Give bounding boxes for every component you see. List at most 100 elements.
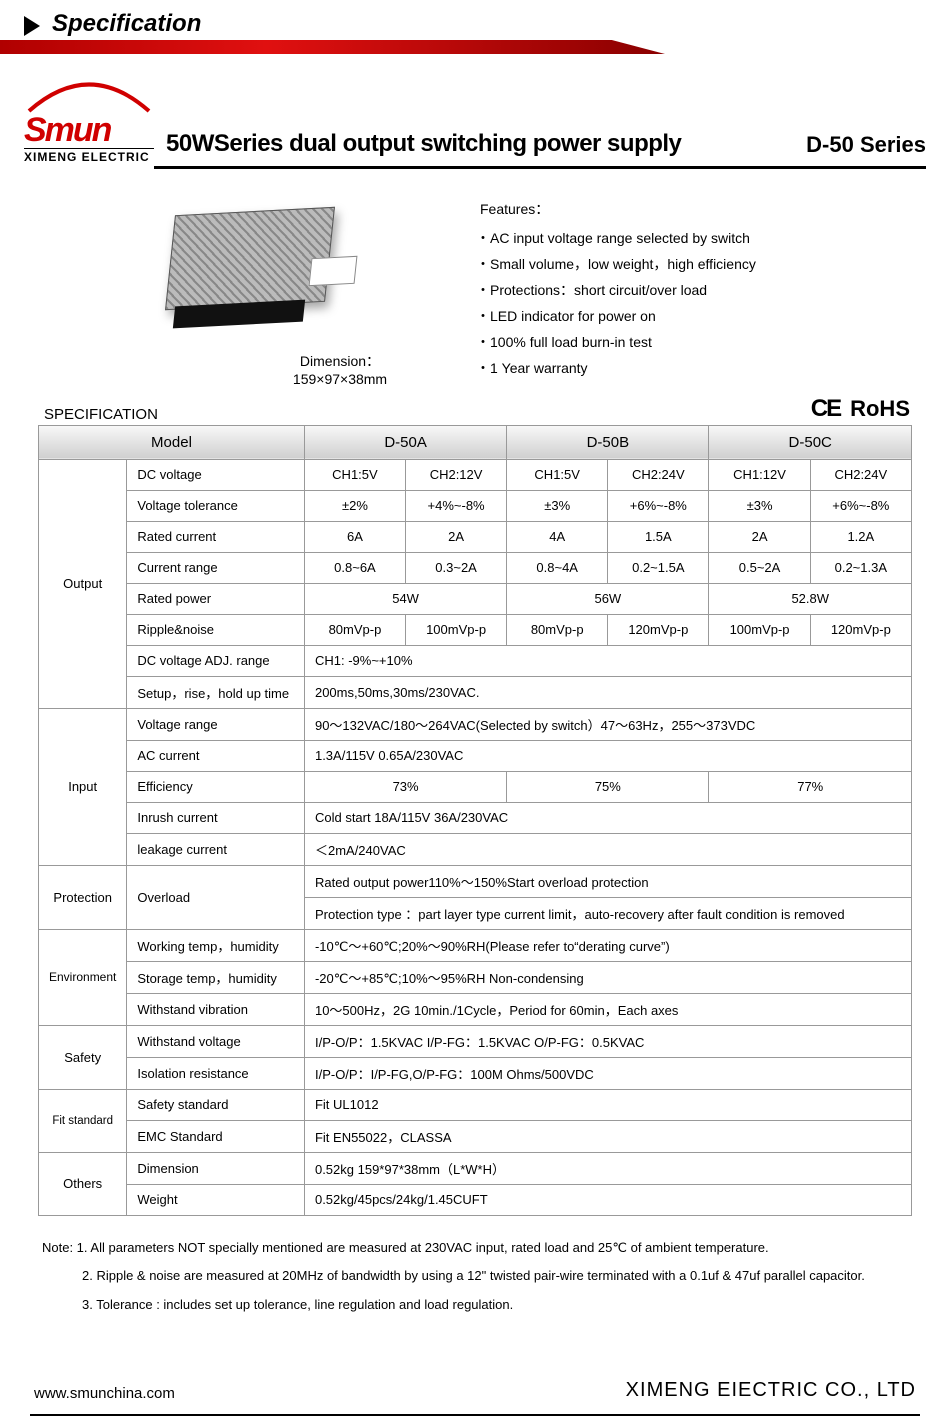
cat-safety: Safety: [39, 1025, 127, 1089]
val: -20℃～+85℃;10%～95%RH Non-condensing: [304, 961, 911, 993]
logo-sub: XIMENG ELECTRIC: [24, 148, 154, 164]
val: 0.8~6A: [304, 552, 405, 583]
val: 0.2~1.5A: [608, 552, 709, 583]
table-row: Safety Withstand voltage I/P-O/P：1.5KVAC…: [39, 1025, 912, 1057]
val: 0.2~1.3A: [810, 552, 911, 583]
rohs-mark-icon: RoHS: [850, 396, 910, 422]
spec-label-row: SPECIFICATION CE RoHS: [0, 395, 950, 425]
param: Storage temp，humidity: [127, 961, 305, 993]
table-row: Protection Overload Rated output power11…: [39, 865, 912, 897]
val: 0.52kg/45pcs/24kg/1.45CUFT: [304, 1184, 911, 1215]
val: 90～132VAC/180～264VAC(Selected by switch）…: [304, 708, 911, 740]
param: Working temp，humidity: [127, 929, 305, 961]
val: +6%~-8%: [608, 490, 709, 521]
val: +6%~-8%: [810, 490, 911, 521]
features-list: AC input voltage range selected by switc…: [480, 225, 910, 381]
val: 1.5A: [608, 521, 709, 552]
table-row: Isolation resistance I/P-O/P：I/P-FG,O/P-…: [39, 1057, 912, 1089]
table-row: Others Dimension 0.52kg 159*97*38mm（L*W*…: [39, 1152, 912, 1184]
val: CH1: -9%~+10%: [304, 645, 911, 676]
val: Fit UL1012: [304, 1089, 911, 1120]
param: DC voltage: [127, 459, 305, 490]
val: 4A: [507, 521, 608, 552]
note-2: 2. Ripple & noise are measured at 20MHz …: [42, 1262, 908, 1291]
th-b: D-50B: [507, 425, 709, 459]
val: ±3%: [709, 490, 810, 521]
feature-item: Protections：short circuit/over load: [480, 277, 910, 303]
param: Withstand voltage: [127, 1025, 305, 1057]
param: Ripple&noise: [127, 614, 305, 645]
page-title: 50WSeries dual output switching power su…: [166, 130, 794, 164]
feature-item: LED indicator for power on: [480, 303, 910, 329]
param: Setup，rise，hold up time: [127, 676, 305, 708]
th-c: D-50C: [709, 425, 912, 459]
val: ±3%: [507, 490, 608, 521]
logo: Smun XIMENG ELECTRIC: [24, 76, 154, 164]
table-row: Weight 0.52kg/45pcs/24kg/1.45CUFT: [39, 1184, 912, 1215]
psu-body-icon: [165, 206, 335, 309]
feature-item: 1 Year warranty: [480, 355, 910, 381]
val: 0.3~2A: [405, 552, 506, 583]
table-row: EMC Standard Fit EN55022，CLASSA: [39, 1120, 912, 1152]
mid-row: Dimension：159×97×38mm Features： AC input…: [0, 169, 950, 395]
val: 120mVp-p: [608, 614, 709, 645]
features: Features： AC input voltage range selecte…: [480, 199, 910, 381]
th-model: Model: [39, 425, 305, 459]
val: Protection type ：part layer type current…: [304, 897, 911, 929]
val: CH1:5V: [507, 459, 608, 490]
table-row: AC current 1.3A/115V 0.65A/230VAC: [39, 740, 912, 771]
param: Rated current: [127, 521, 305, 552]
features-title: Features：: [480, 199, 910, 219]
cat-protection: Protection: [39, 865, 127, 929]
val: 10～500Hz，2G 10min./1Cycle，Period for 60m…: [304, 993, 911, 1025]
val: 1.3A/115V 0.65A/230VAC: [304, 740, 911, 771]
product-column: Dimension：159×97×38mm: [140, 199, 420, 387]
param: Voltage tolerance: [127, 490, 305, 521]
header-label: Specification: [52, 10, 201, 38]
val: CH1:12V: [709, 459, 810, 490]
header-triangle-icon: [24, 16, 40, 36]
val: 1.2A: [810, 521, 911, 552]
val: 2A: [709, 521, 810, 552]
table-row: DC voltage ADJ. range CH1: -9%~+10%: [39, 645, 912, 676]
val: Cold start 18A/115V 36A/230VAC: [304, 802, 911, 833]
table-row: Voltage tolerance ±2% +4%~-8% ±3% +6%~-8…: [39, 490, 912, 521]
val: Rated output power110%～150%Start overloa…: [304, 865, 911, 897]
param: Isolation resistance: [127, 1057, 305, 1089]
table-row: Output DC voltage CH1:5V CH2:12V CH1:5V …: [39, 459, 912, 490]
param: AC current: [127, 740, 305, 771]
val: 56W: [507, 583, 709, 614]
param: Dimension: [127, 1152, 305, 1184]
param: Overload: [127, 865, 305, 929]
table-row: Efficiency 73% 75% 77%: [39, 771, 912, 802]
dimension-text: Dimension：159×97×38mm: [260, 351, 420, 387]
table-row: Current range 0.8~6A 0.3~2A 0.8~4A 0.2~1…: [39, 552, 912, 583]
psu-label-icon: [309, 255, 358, 285]
header-red-banner: [0, 40, 665, 54]
spec-table: Model D-50A D-50B D-50C Output DC voltag…: [38, 425, 912, 1216]
val: 0.52kg 159*97*38mm（L*W*H）: [304, 1152, 911, 1184]
val: 77%: [709, 771, 912, 802]
th-a: D-50A: [304, 425, 506, 459]
logo-main: Smun: [24, 115, 154, 146]
note-3: 3. Tolerance : includes set up tolerance…: [42, 1291, 908, 1320]
val: ±2%: [304, 490, 405, 521]
cat-others: Others: [39, 1152, 127, 1215]
footer-company: XIMENG EIECTRIC CO., LTD: [626, 1379, 916, 1402]
feature-item: 100% full load burn-in test: [480, 329, 910, 355]
val: +4%~-8%: [405, 490, 506, 521]
param: Weight: [127, 1184, 305, 1215]
cat-input: Input: [39, 708, 127, 865]
spec-label: SPECIFICATION: [44, 406, 158, 423]
table-row: Storage temp，humidity -20℃～+85℃;10%～95%R…: [39, 961, 912, 993]
cert-marks: CE RoHS: [811, 395, 910, 423]
val: I/P-O/P：I/P-FG,O/P-FG：100M Ohms/500VDC: [304, 1057, 911, 1089]
val: 6A: [304, 521, 405, 552]
val: 0.8~4A: [507, 552, 608, 583]
table-row: Environment Working temp，humidity -10℃～+…: [39, 929, 912, 961]
table-row: Ripple&noise 80mVp-p 100mVp-p 80mVp-p 12…: [39, 614, 912, 645]
param: leakage current: [127, 833, 305, 865]
val: I/P-O/P：1.5KVAC I/P-FG：1.5KVAC O/P-FG：0.…: [304, 1025, 911, 1057]
header-bar: Specification: [0, 10, 950, 58]
val: 54W: [304, 583, 506, 614]
